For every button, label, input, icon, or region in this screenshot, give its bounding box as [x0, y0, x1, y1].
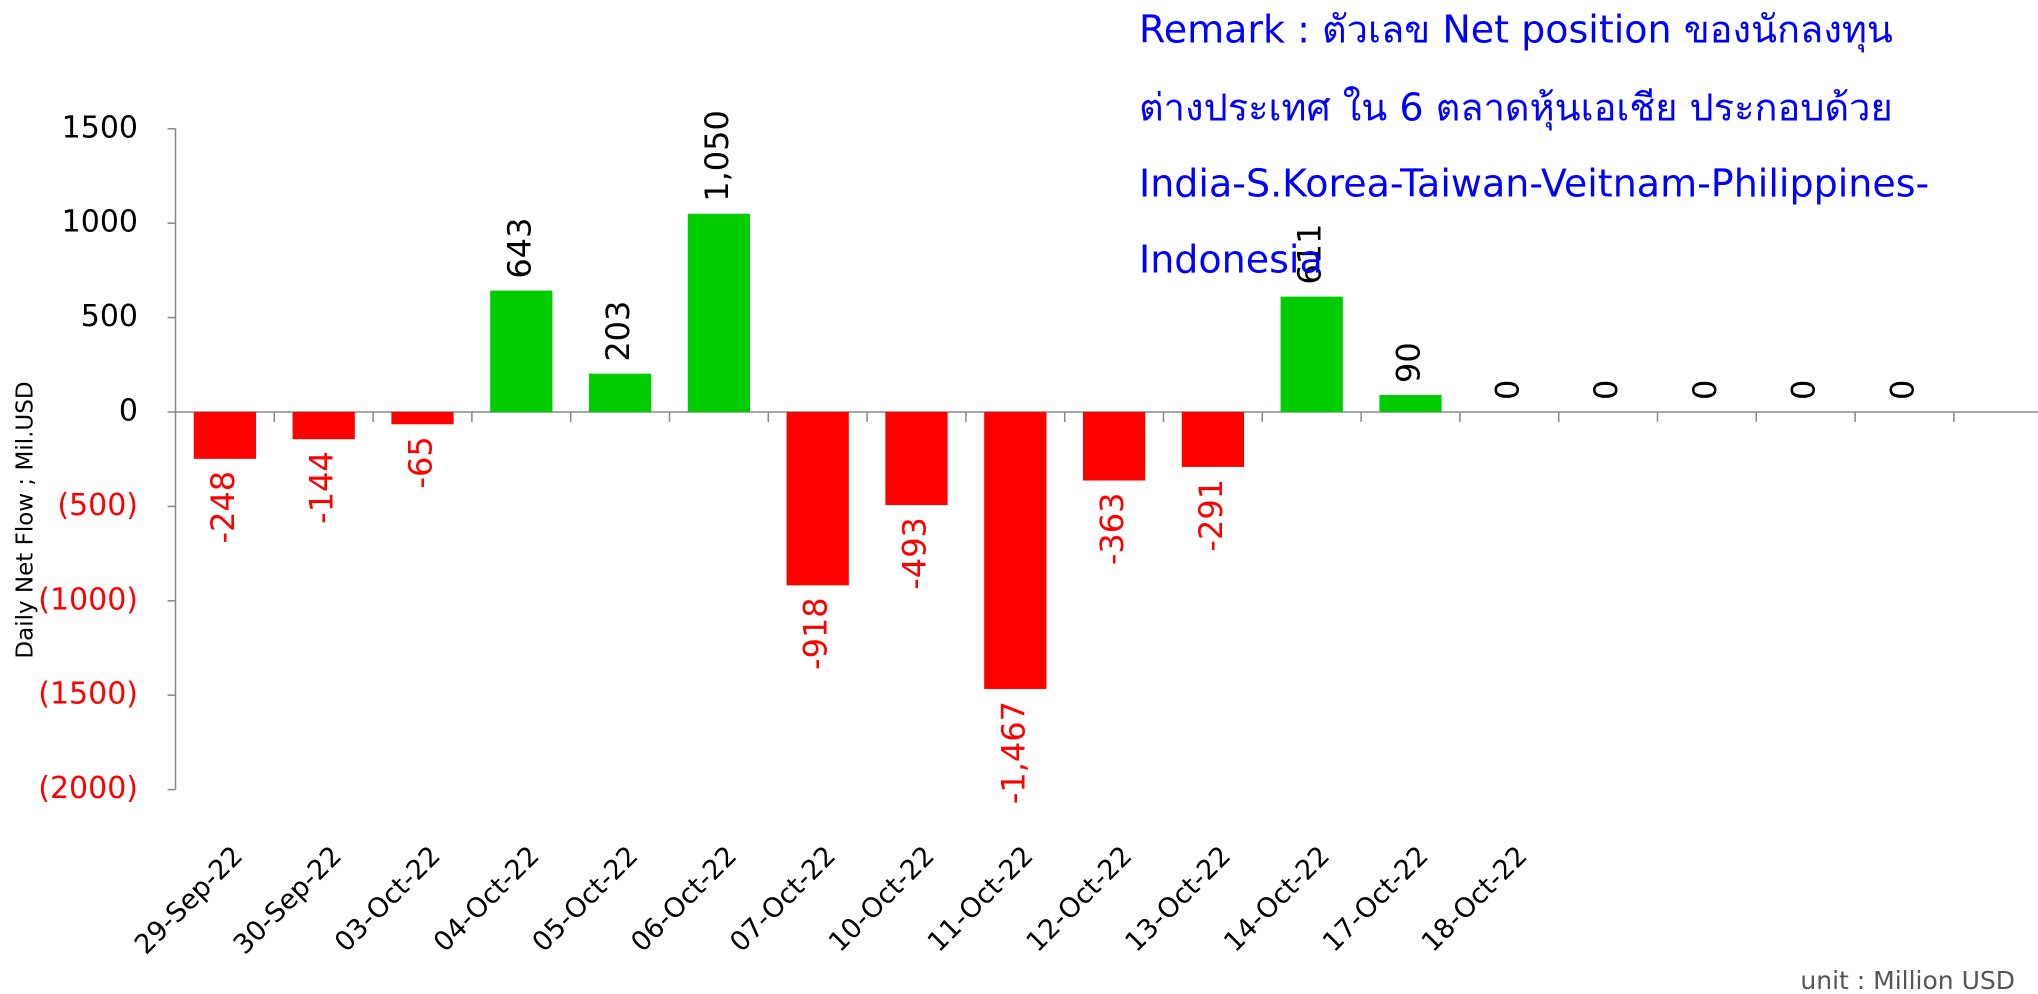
data-label: 611	[1291, 224, 1329, 285]
data-label: -493	[896, 517, 934, 590]
y-tick-label: (2000)	[38, 771, 138, 806]
data-label: -144	[303, 451, 341, 524]
data-label: 0	[1686, 380, 1724, 400]
data-label: -248	[204, 471, 242, 544]
data-label: 90	[1390, 342, 1428, 383]
data-label: -65	[402, 436, 440, 488]
x-tick-label: 03-Oct-22	[329, 840, 447, 958]
bar	[1181, 412, 1245, 467]
bar	[786, 412, 849, 586]
unit-note: unit : Million USD	[1800, 966, 2015, 994]
remark-line: ต่างประเทศ ใน 6 ตลาดหุ้นเอเชีย ประกอบด้ว…	[1139, 86, 1893, 131]
x-tick-label: 04-Oct-22	[428, 840, 546, 958]
bar	[1379, 395, 1442, 412]
y-tick-label: 1000	[62, 205, 138, 240]
data-label: 203	[599, 301, 637, 362]
bar	[588, 373, 652, 412]
remark-line: Remark : ตัวเลข Net position ของนักลงทุน	[1139, 8, 1893, 53]
data-label: 0	[1785, 380, 1823, 400]
remark-line: India-S.Korea-Taiwan-Veitnam-Philippines…	[1139, 162, 1929, 206]
y-tick-label: 1500	[62, 110, 138, 145]
bar	[1082, 412, 1146, 481]
data-label: 0	[1488, 380, 1526, 400]
x-tick-label: 07-Oct-22	[724, 840, 842, 958]
bar	[490, 290, 553, 412]
data-label: -363	[1093, 493, 1131, 566]
bar	[391, 412, 454, 425]
x-tick-label: 12-Oct-22	[1021, 840, 1139, 958]
data-label: 0	[1884, 380, 1922, 400]
data-label: -1,467	[994, 701, 1032, 804]
y-tick-label: (500)	[57, 488, 138, 523]
data-label: -291	[1192, 479, 1230, 552]
data-label: 643	[500, 218, 538, 279]
remark-line: Indonesia	[1139, 238, 1323, 282]
x-tick-label: 17-Oct-22	[1317, 840, 1435, 958]
x-tick-label: 14-Oct-22	[1218, 840, 1336, 958]
x-tick-label: 05-Oct-22	[527, 840, 645, 958]
data-label: 0	[1587, 380, 1625, 400]
bar	[1280, 296, 1343, 412]
x-tick-label: 06-Oct-22	[625, 840, 743, 958]
x-tick-label: 30-Sep-22	[228, 840, 348, 960]
bar	[984, 412, 1047, 689]
bar	[292, 412, 355, 440]
bar	[687, 213, 751, 412]
data-label: -918	[797, 597, 835, 670]
x-tick-label: 13-Oct-22	[1119, 840, 1237, 958]
y-tick-label: (1000)	[38, 582, 138, 617]
x-tick-label: 11-Oct-22	[922, 840, 1040, 958]
y-tick-label: 500	[81, 299, 138, 334]
y-tick-label: (1500)	[38, 677, 138, 712]
bar	[193, 412, 257, 459]
bar	[885, 412, 948, 506]
x-tick-label: 18-Oct-22	[1416, 840, 1534, 958]
y-tick-label: 0	[119, 394, 138, 429]
x-tick-label: 10-Oct-22	[823, 840, 941, 958]
data-label: 1,050	[698, 110, 736, 202]
y-axis-label: Daily Net Flow ; Mil.USD	[13, 381, 39, 658]
